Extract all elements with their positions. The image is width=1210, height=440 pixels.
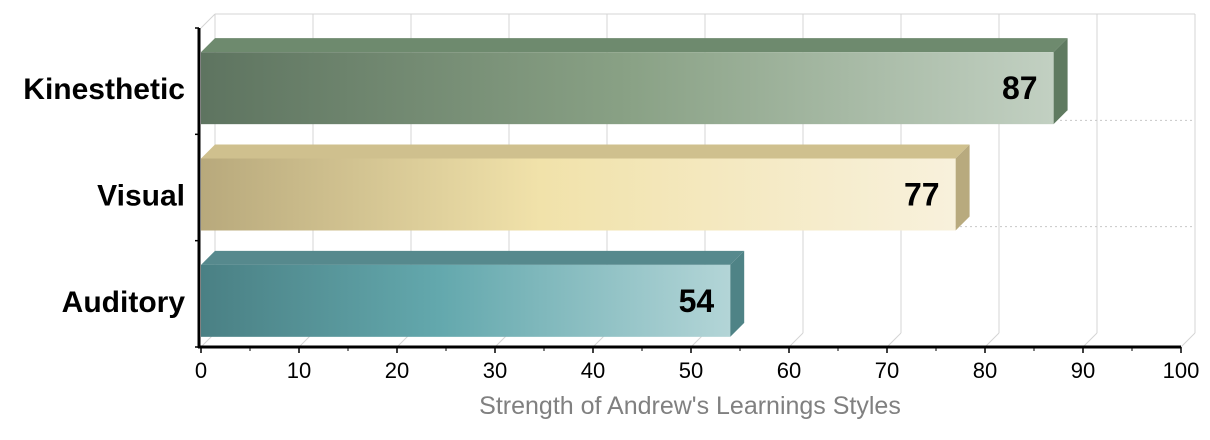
x-axis-title: Strength of Andrew's Learnings Styles — [479, 392, 901, 420]
bar-side-face — [1053, 38, 1068, 125]
axes — [195, 27, 1182, 353]
x-tick-label: 10 — [287, 358, 311, 383]
category-label: Visual — [97, 180, 185, 213]
value-label: 77 — [904, 177, 940, 213]
labels: 87 Kinesthetic 77 Visual 54 Auditory 0 10 20 30 40… — [23, 70, 1199, 383]
bar-side-face — [955, 144, 970, 231]
grid-floor-line — [1180, 332, 1196, 348]
x-tick-label: 0 — [195, 358, 207, 383]
x-tick-label: 90 — [1071, 358, 1095, 383]
grid-floor-line — [886, 332, 902, 348]
grid-corner-line — [200, 13, 216, 29]
bar-front-face — [201, 52, 1054, 125]
category-label: Kinesthetic — [23, 73, 185, 106]
grid-floor-line — [1082, 332, 1098, 348]
grid-floor-line — [984, 332, 1000, 348]
bar-top-face — [201, 144, 970, 159]
x-tick-label: 20 — [385, 358, 409, 383]
bar-front-face — [201, 264, 731, 337]
value-label: 54 — [679, 283, 715, 319]
bar-auditory — [201, 250, 745, 337]
bar-side-face — [730, 250, 745, 337]
bar-front-face — [201, 158, 956, 231]
value-label: 87 — [1002, 70, 1038, 106]
bars — [201, 38, 1068, 337]
bar-kinesthetic — [201, 38, 1068, 125]
x-tick-label: 30 — [483, 358, 507, 383]
x-tick-label: 70 — [875, 358, 899, 383]
x-tick-label: 100 — [1163, 358, 1200, 383]
category-label: Auditory — [62, 286, 186, 319]
bar-visual — [201, 144, 970, 231]
x-tick-label: 60 — [777, 358, 801, 383]
bar-top-face — [201, 250, 745, 265]
grid-floor-line — [788, 332, 804, 348]
x-tick-label: 50 — [679, 358, 703, 383]
bar-top-face — [201, 38, 1068, 53]
x-tick-label: 40 — [581, 358, 605, 383]
x-tick-label: 80 — [973, 358, 997, 383]
